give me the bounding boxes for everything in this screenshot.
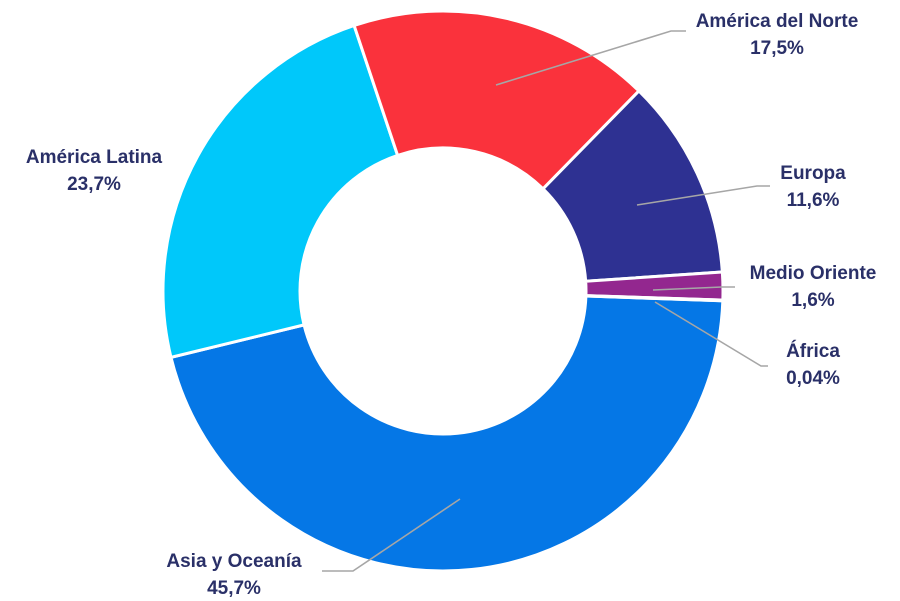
leader-line-4 [636,185,770,206]
leader-lines-group [322,30,770,572]
slice-6 [584,294,725,303]
slice-1 [169,294,725,573]
value-label-6: 0,04% [786,368,840,389]
leader-line-3 [495,30,686,86]
category-label-4: Europa [780,163,846,184]
labels-group: Asia y Oceanía 45,7% América Latina 23,7% Am… [26,11,876,599]
leader-line-1 [322,498,461,572]
category-label-6: África [786,340,840,362]
category-label-5: Medio Oriente [750,263,877,284]
value-label-1: 45,7% [207,578,261,599]
category-label-3: América del Norte [696,11,859,32]
category-label-2: América Latina [26,147,163,168]
leader-line-6 [654,301,768,367]
value-label-3: 17,5% [750,38,804,59]
category-label-1: Asia y Oceanía [166,551,302,572]
slice-3 [352,9,642,191]
leader-line-5 [652,286,735,291]
slices-group [161,9,725,573]
slice-2 [161,23,400,360]
value-label-5: 1,6% [791,290,834,311]
value-label-4: 11,6% [787,190,840,211]
value-label-2: 23,7% [67,174,121,195]
